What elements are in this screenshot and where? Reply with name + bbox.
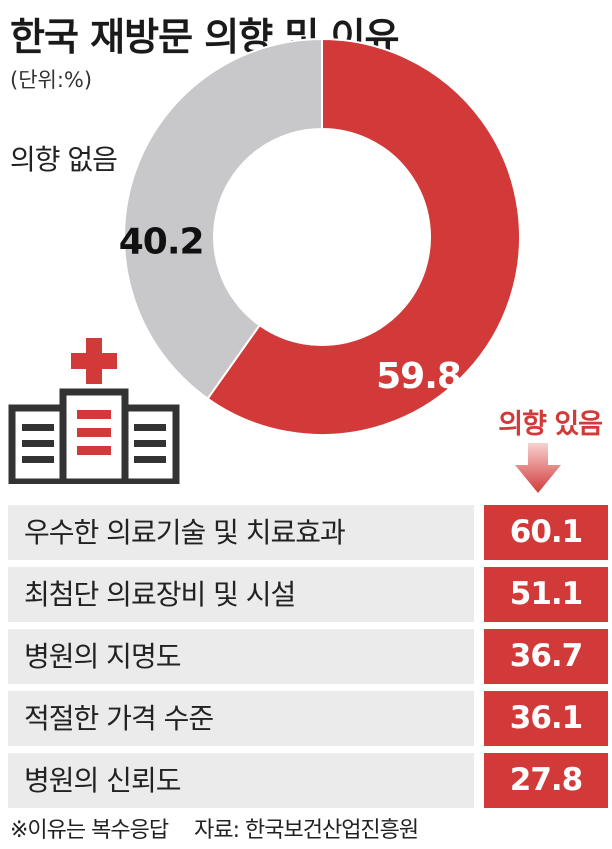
legend-yes-intent: 의향 있음 [498, 409, 603, 440]
reason-label: 우수한 의료기술 및 치료효과 [8, 505, 474, 560]
arrow-down-icon [515, 443, 561, 493]
reason-value: 27.8 [484, 753, 608, 808]
unit-label: (단위:%) [10, 68, 93, 92]
reason-label: 적절한 가격 수준 [8, 691, 474, 746]
reason-value: 36.1 [484, 691, 608, 746]
table-row: 병원의 지명도 36.7 [8, 629, 608, 684]
footnote-note: ※이유는 복수응답 [10, 818, 169, 843]
reason-label: 최첨단 의료장비 및 시설 [8, 567, 474, 622]
donut-slice-0 [206, 37, 521, 436]
source-credit: 자료: 한국보건산업진흥원 [194, 818, 419, 843]
donut-value-label-0: 59.8 [376, 356, 461, 397]
donut-slice-1 [123, 37, 323, 401]
hospital-building-icon [8, 338, 180, 484]
donut-value-label-1: 40.2 [119, 222, 204, 263]
table-row: 우수한 의료기술 및 치료효과 60.1 [8, 505, 608, 560]
table-row: 병원의 신뢰도 27.8 [8, 753, 608, 808]
reason-value: 60.1 [484, 505, 608, 560]
table-row: 적절한 가격 수준 36.1 [8, 691, 608, 746]
footnote: ※이유는 복수응답 자료: 한국보건산업진흥원 [10, 812, 419, 844]
reason-value: 51.1 [484, 567, 608, 622]
reason-label: 병원의 지명도 [8, 629, 474, 684]
reason-label: 병원의 신뢰도 [8, 753, 474, 808]
reason-value: 36.7 [484, 629, 608, 684]
table-row: 최첨단 의료장비 및 시설 51.1 [8, 567, 608, 622]
donut-chart: 59.8 40.2 [119, 37, 521, 436]
legend-no-intent: 의향 없음 [10, 143, 118, 176]
